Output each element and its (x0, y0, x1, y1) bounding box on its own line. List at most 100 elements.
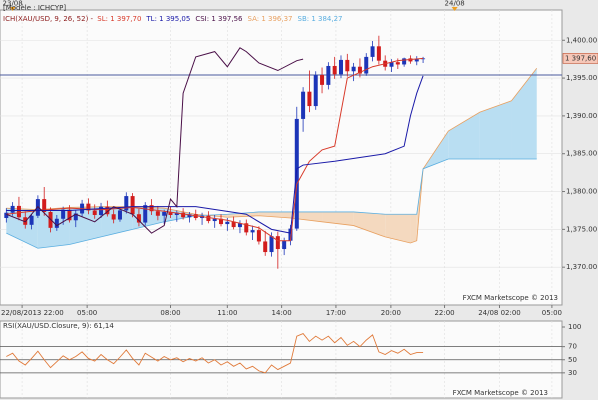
legend-tl: TL: 1 395,05 (145, 15, 190, 23)
cloud-fill (410, 214, 417, 243)
candle-body (338, 59, 343, 75)
candle-body (10, 205, 15, 213)
cloud-fill (258, 211, 291, 219)
rsi-tick-label: 100 (568, 323, 581, 331)
candle-body (105, 206, 110, 215)
watermark: FXCM Marketscope © 2013 (463, 294, 558, 302)
rsi-line (6, 333, 424, 374)
candle-body (73, 213, 78, 221)
day-label: 23/08 (3, 0, 23, 8)
candle-body (225, 221, 230, 225)
candle-body (174, 212, 179, 215)
day-marker (451, 7, 458, 11)
candle-body (370, 46, 375, 57)
candle-body (256, 230, 261, 242)
legend-sb: SB: 1 384,27 (298, 15, 343, 23)
x-tick-label: 11:00 (217, 309, 237, 317)
candle-body (282, 240, 287, 250)
candle-body (16, 205, 21, 218)
candle-body (54, 218, 59, 228)
indicator-line (6, 75, 424, 234)
rsi-tick-label: 70 (568, 343, 577, 351)
candle-body (275, 236, 280, 250)
candle-body (92, 210, 97, 215)
indicator-line (6, 57, 424, 242)
candle-body (237, 223, 242, 228)
y-tick-label: 1,385.00 (566, 150, 597, 158)
y-tick-label: 1,375.00 (566, 225, 597, 233)
rsi-tick-label: 50 (568, 356, 577, 364)
rsi-tick-label: 30 (568, 369, 577, 377)
candle-body (187, 214, 192, 218)
day-label: 24/08 (445, 0, 465, 8)
candle-body (143, 205, 148, 223)
x-tick-label: 22:00 (434, 309, 454, 317)
candle-body (345, 59, 350, 72)
candle-body (206, 215, 211, 222)
candle-body (269, 236, 274, 253)
candle-body (130, 196, 135, 215)
candle-body (326, 65, 331, 85)
candle-body (301, 91, 306, 119)
candle-body (332, 65, 337, 75)
rsi-watermark: FXCM Marketscope © 2013 (453, 389, 548, 397)
rsi-title: RSI(XAU/USD.Closure, 9): 61,14 (3, 322, 114, 330)
candle-body (244, 223, 249, 233)
candle-body (29, 215, 34, 225)
candle-body (307, 91, 312, 107)
candle-body (231, 221, 236, 228)
legend-sl: SL: 1 397,70 (97, 15, 141, 23)
cloud-fill (385, 214, 411, 243)
y-tick-label: 1,380.00 (566, 188, 597, 196)
candle-body (117, 210, 122, 220)
candle-body (155, 211, 160, 216)
x-tick-label: 05:00 (542, 309, 562, 317)
candle-body (395, 62, 400, 65)
y-tick-label: 1,395.00 (566, 74, 597, 82)
y-tick-label: 1,400.00 (566, 36, 597, 44)
candle-body (149, 205, 154, 212)
y-tick-label: 1,390.00 (566, 112, 597, 120)
y-tick-label: 1,370.00 (566, 263, 597, 271)
x-tick-label: 22/08/2013 22:00 (1, 309, 64, 317)
legend-sa: SA: 1 396,37 (248, 15, 293, 23)
candle-body (376, 46, 381, 61)
candle-body (320, 75, 325, 85)
candle-body (313, 75, 318, 107)
last-price-box (562, 53, 598, 64)
candle-body (357, 66, 362, 74)
x-tick-label: 17:00 (326, 309, 346, 317)
candle-body (364, 56, 369, 74)
x-tick-label: 24/08 02:00 (478, 309, 521, 317)
cloud-fill (448, 112, 480, 160)
legend-csi: CSI: 1 397,56 (195, 15, 243, 23)
candle-body (181, 212, 186, 218)
last-price-label: 1 397,60 (565, 54, 596, 62)
model-label: [Modèle : ICHCYP] (3, 4, 66, 12)
cloud-fill (164, 208, 196, 222)
legend: ICH(XAU/USD, 9, 26, 52) - SL: 1 397,70 TL… (3, 15, 343, 23)
candle-body (414, 59, 419, 62)
candle-body (212, 218, 217, 222)
candle-body (61, 209, 66, 219)
candle-body (136, 214, 141, 223)
cloud-line (6, 158, 537, 249)
candle-body (288, 228, 293, 241)
candle-body (124, 196, 129, 211)
cloud-fill (322, 211, 354, 226)
x-tick-label: 08:00 (160, 309, 180, 317)
candle-body (168, 211, 173, 215)
legend-indicator: ICH(XAU/USD, 9, 26, 52) - (3, 15, 95, 23)
cloud-fill (353, 211, 386, 237)
candle-body (99, 206, 104, 215)
candle-body (4, 212, 9, 219)
candle-body (402, 58, 407, 65)
candle-body (111, 214, 116, 220)
candle-body (86, 203, 91, 211)
x-tick-label: 14:00 (272, 309, 292, 317)
indicator-line (6, 47, 304, 234)
cloud-fill (479, 100, 512, 160)
candle-body (263, 241, 268, 253)
